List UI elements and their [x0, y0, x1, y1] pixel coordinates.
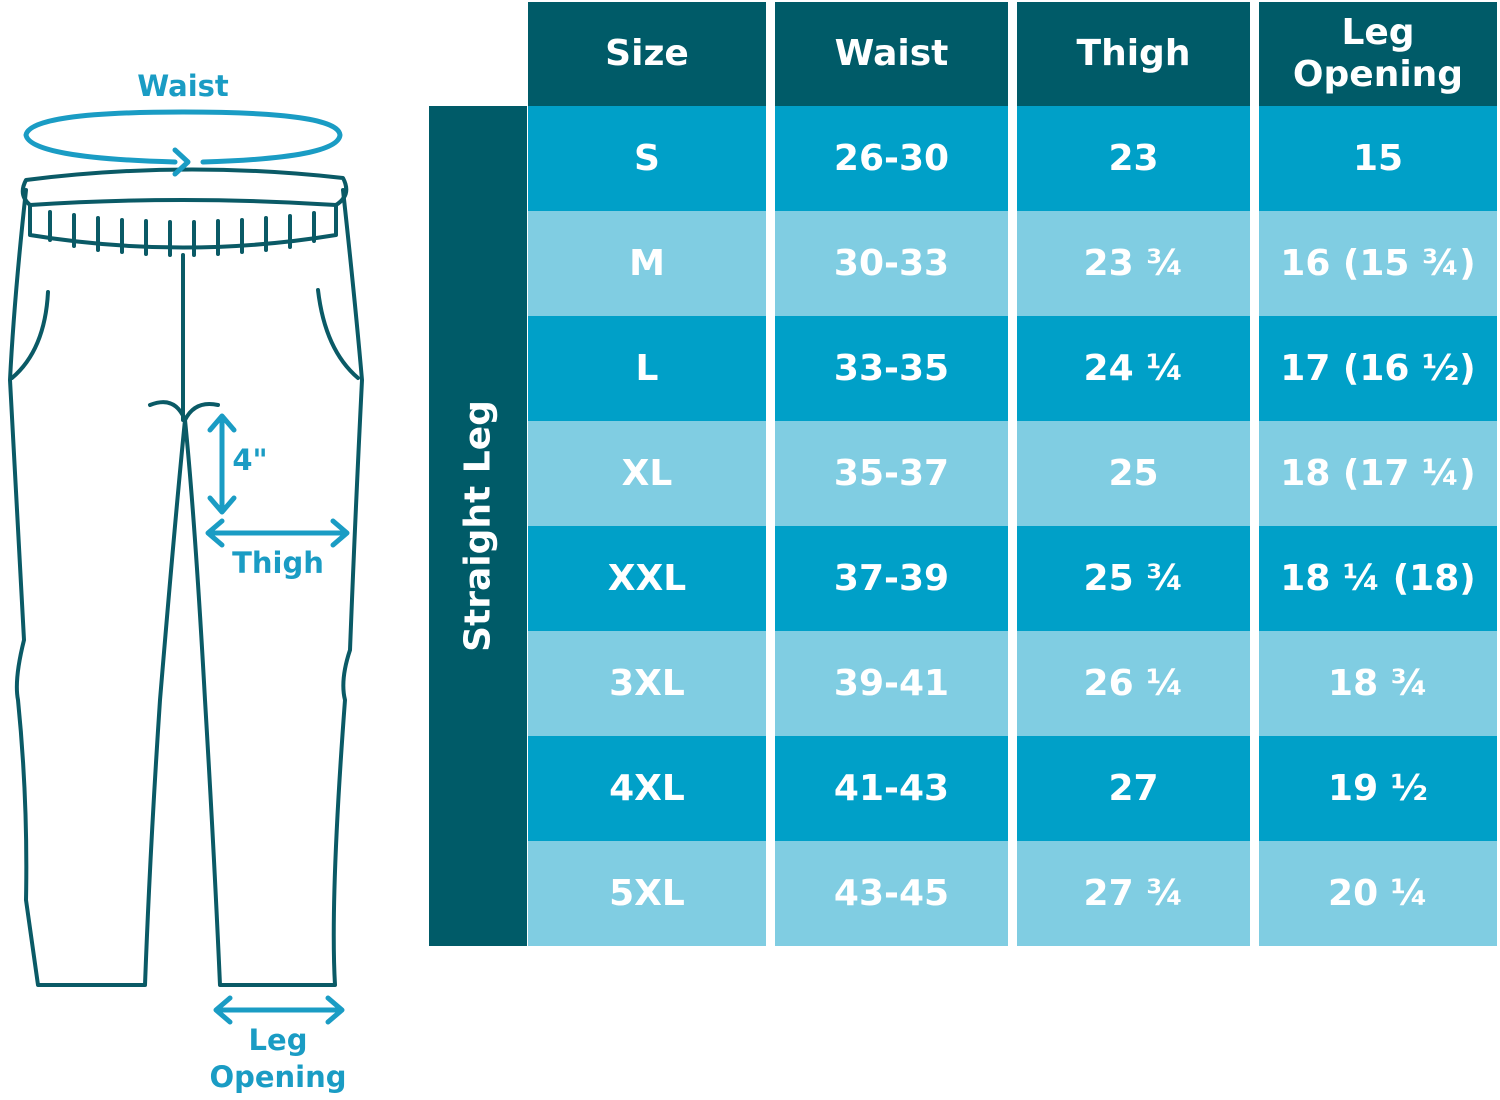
side-band: Straight Leg	[429, 106, 527, 946]
table-cell: 25 ¾	[1017, 526, 1250, 631]
leg-opening-label: Leg Opening	[209, 1023, 347, 1094]
table-cell: 35-37	[775, 421, 1008, 526]
table-cell: 18 (17 ¼)	[1259, 421, 1497, 526]
table-cell: 25	[1017, 421, 1250, 526]
thigh-label: Thigh	[232, 546, 324, 580]
table-cell: 19 ½	[1259, 736, 1497, 841]
table-cell: L	[528, 316, 766, 421]
table-cell: 4XL	[528, 736, 766, 841]
crotch	[148, 400, 220, 422]
table-cell: S	[528, 106, 766, 211]
table-cell: 18 ¾	[1259, 631, 1497, 736]
header-cell: Thigh	[1017, 2, 1250, 106]
rise-label: 4"	[232, 443, 268, 477]
table-cell: XXL	[528, 526, 766, 631]
waistband-top	[20, 167, 349, 207]
table-cell: 27	[1017, 736, 1250, 841]
table-cell: 20 ¼	[1259, 841, 1497, 946]
table-cell: 5XL	[528, 841, 766, 946]
header-cell: Leg Opening	[1259, 2, 1497, 106]
pants-outline	[8, 188, 364, 987]
waist-ellipse	[23, 109, 343, 165]
rise-arrow	[207, 413, 237, 515]
table-cell: 16 (15 ¾)	[1259, 211, 1497, 316]
table-cell: 41-43	[775, 736, 1008, 841]
leg-opening-arrow	[213, 995, 345, 1025]
table-cell: 27 ¾	[1017, 841, 1250, 946]
waist-arrowhead	[172, 147, 191, 177]
waistband	[28, 203, 338, 250]
table-cell: M	[528, 211, 766, 316]
table-cell: 33-35	[775, 316, 1008, 421]
table-cell: 18 ¼ (18)	[1259, 526, 1497, 631]
table-cell: 3XL	[528, 631, 766, 736]
table-cell: 37-39	[775, 526, 1008, 631]
waist-label: Waist	[137, 69, 229, 103]
table-cell: XL	[528, 421, 766, 526]
table-cell: 30-33	[775, 211, 1008, 316]
table-cell: 23	[1017, 106, 1250, 211]
right-pocket	[316, 288, 360, 380]
thigh-arrow	[205, 518, 350, 548]
header-cell: Size	[528, 2, 766, 106]
table-cell: 23 ¾	[1017, 211, 1250, 316]
pants-diagram	[8, 109, 364, 1025]
table-cell: 17 (16 ½)	[1259, 316, 1497, 421]
table-cell: 26-30	[775, 106, 1008, 211]
table-cell: 26 ¼	[1017, 631, 1250, 736]
table-cell: 15	[1259, 106, 1497, 211]
table-cell: 43-45	[775, 841, 1008, 946]
table-cell: 39-41	[775, 631, 1008, 736]
left-pocket	[10, 290, 50, 380]
side-label: Straight Leg	[457, 400, 499, 652]
waistband-ribs	[48, 210, 316, 257]
header-cell: Waist	[775, 2, 1008, 106]
table-cell: 24 ¼	[1017, 316, 1250, 421]
